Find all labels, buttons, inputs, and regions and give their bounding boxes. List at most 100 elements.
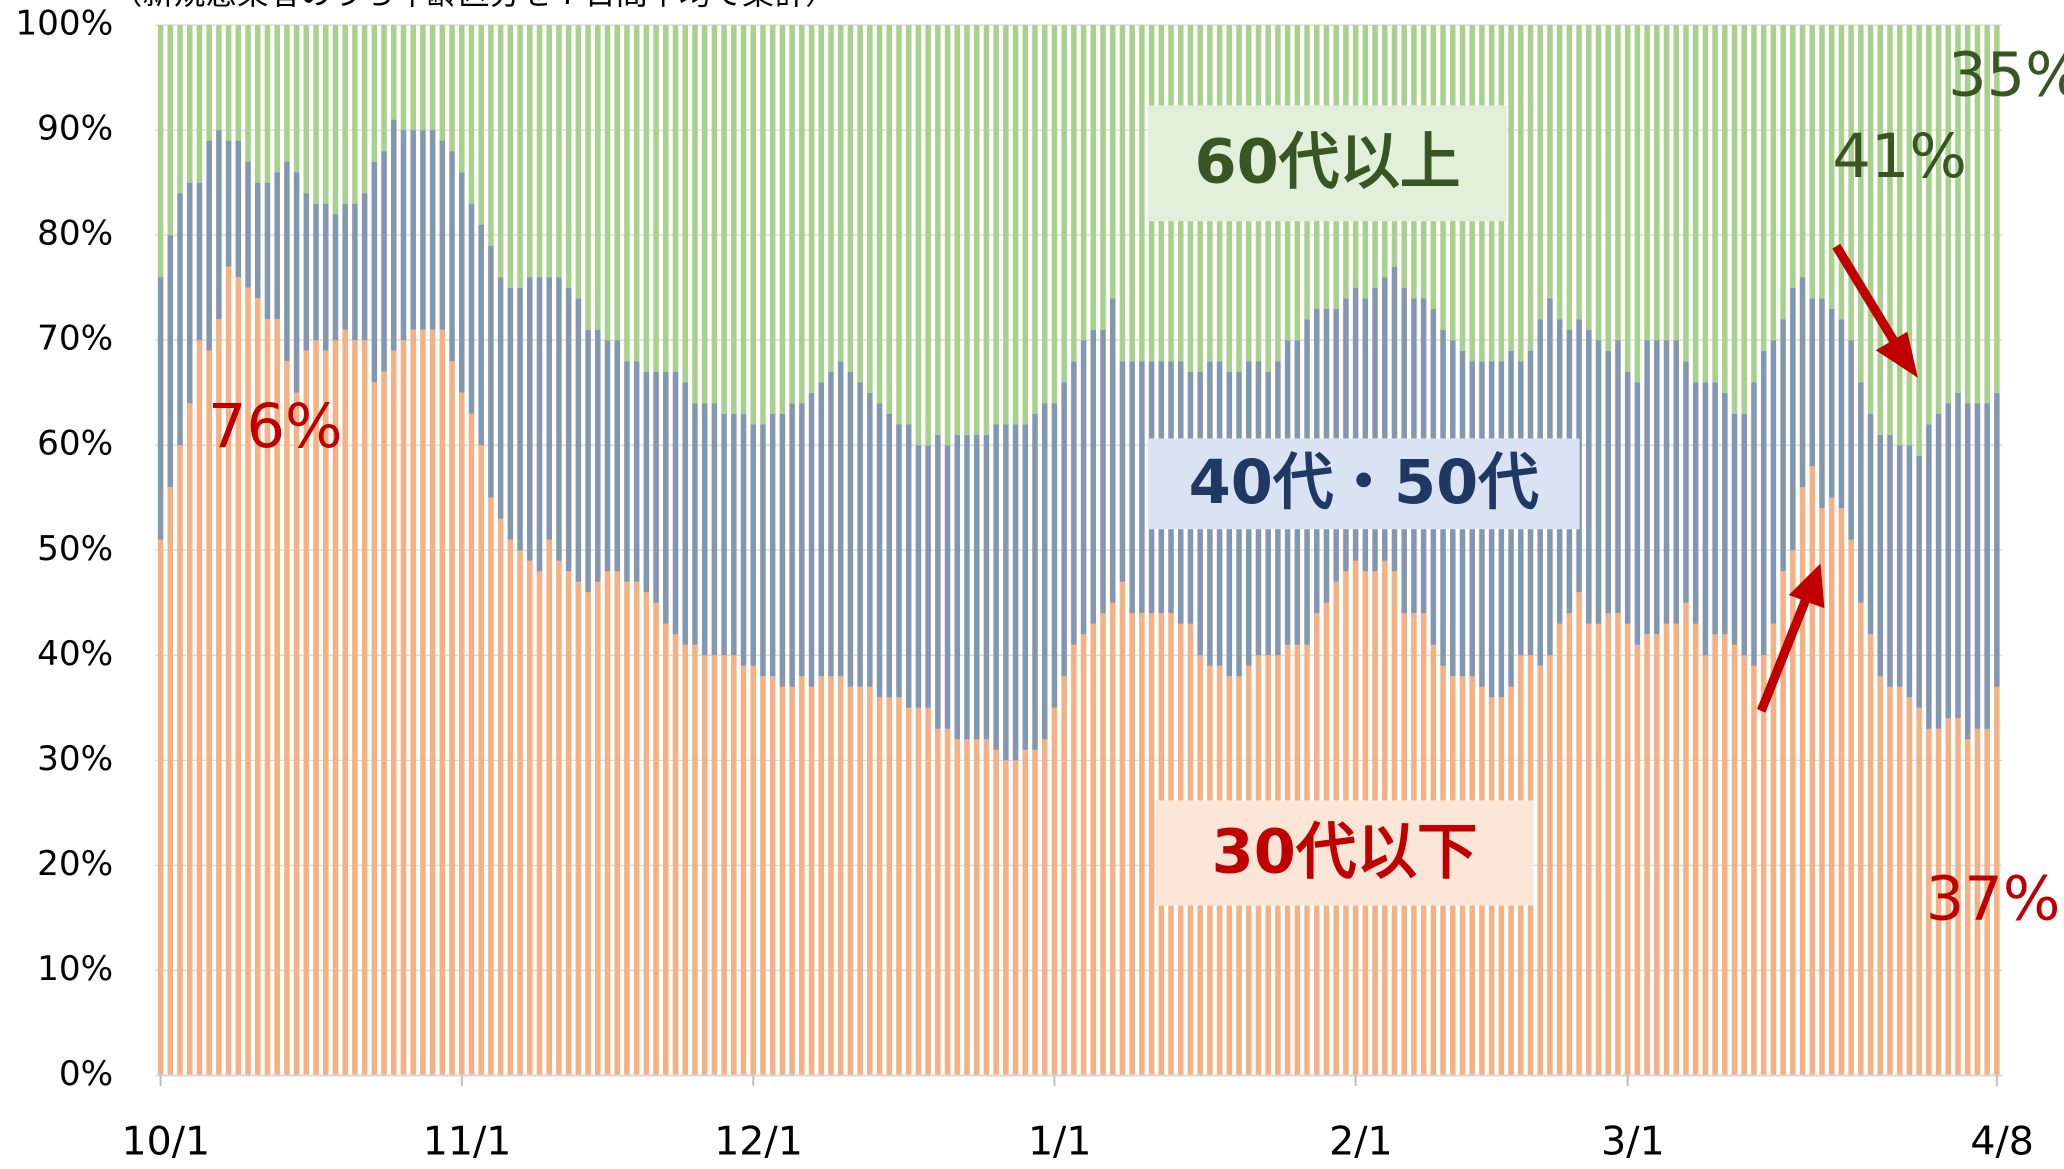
bar-segment xyxy=(1634,25,1641,383)
bar-segment xyxy=(1003,424,1009,761)
bar-segment xyxy=(468,203,475,414)
bar-segment xyxy=(284,161,290,362)
bar-segment xyxy=(352,203,358,341)
bar-segment xyxy=(1848,340,1854,540)
bar-segment xyxy=(410,130,416,330)
bar-segment xyxy=(1080,634,1087,1076)
bar-segment xyxy=(604,340,611,572)
arrow-head xyxy=(1788,563,1825,609)
bar-segment xyxy=(235,140,242,278)
bar-segment xyxy=(1547,25,1553,299)
bar-segment xyxy=(497,277,504,519)
bar-segment xyxy=(1003,760,1009,1076)
bar-segment xyxy=(1586,623,1592,1076)
bar-segment xyxy=(1770,25,1777,341)
bar-segment xyxy=(595,25,601,330)
bar-segment xyxy=(1673,25,1680,341)
bar-segment xyxy=(478,224,484,446)
bar-segment xyxy=(245,287,251,1076)
bar-segment xyxy=(1692,382,1699,624)
bar-segment xyxy=(643,371,650,593)
bar-segment xyxy=(478,445,484,1076)
bar-segment xyxy=(1760,655,1767,1076)
bar-segment xyxy=(604,571,611,1076)
bar-segment xyxy=(624,361,630,582)
bar-segment xyxy=(1382,277,1388,561)
bar-segment xyxy=(779,686,786,1076)
bar-segment xyxy=(1780,571,1786,1076)
bar-segment xyxy=(488,245,494,498)
bar-segment xyxy=(1906,697,1913,1076)
bar-segment xyxy=(876,25,883,404)
bar-segment xyxy=(663,371,669,624)
bar-segment xyxy=(779,25,786,414)
bar-segment xyxy=(760,424,766,677)
bar-segment xyxy=(993,424,999,750)
bar-segment xyxy=(876,697,883,1076)
bar-segment xyxy=(342,25,348,204)
y-tick-label: 80% xyxy=(37,214,113,254)
bar-segment xyxy=(1760,25,1767,351)
bar-segment xyxy=(1828,308,1835,498)
bar-segment xyxy=(1809,298,1816,467)
bar-segment xyxy=(1683,361,1689,603)
bar-segment xyxy=(517,25,523,288)
bar-segment xyxy=(769,676,776,1076)
bar-segment xyxy=(157,539,164,1076)
bar-segment xyxy=(293,392,300,1076)
bar-segment xyxy=(1080,340,1087,635)
bar-segment xyxy=(1945,718,1952,1076)
bar-segment xyxy=(196,25,203,183)
bar-segment xyxy=(1012,25,1019,425)
annotation: 37% xyxy=(1926,865,2061,935)
bar-segment xyxy=(177,25,183,194)
bar-segment xyxy=(973,739,980,1076)
bar-segment xyxy=(633,361,640,582)
bar-segment xyxy=(565,25,572,288)
bar-segment xyxy=(400,25,407,131)
bar-segment xyxy=(1624,371,1631,624)
bar-segment xyxy=(663,25,669,372)
bar-segment xyxy=(1722,25,1728,393)
bar-segment xyxy=(293,172,300,393)
bar-segment xyxy=(1071,644,1077,1076)
bar-segment xyxy=(264,25,271,183)
bar-segment xyxy=(1100,25,1106,330)
y-tick-label: 40% xyxy=(37,634,113,674)
bar-segment xyxy=(789,686,795,1076)
bar-segment xyxy=(439,140,446,330)
bar-segment xyxy=(1964,739,1971,1076)
bar-segment xyxy=(1935,25,1942,414)
bar-segment xyxy=(391,25,397,120)
bar-segment xyxy=(400,130,407,341)
bar-segment xyxy=(1051,403,1058,708)
bar-segment xyxy=(361,340,368,1076)
bar-segment xyxy=(896,25,902,425)
bar-segment xyxy=(595,581,601,1076)
bar-segment xyxy=(1090,25,1097,330)
bar-segment xyxy=(896,697,902,1076)
y-tick-label: 100% xyxy=(15,4,113,44)
bar-segment xyxy=(216,319,222,1076)
bar-segment xyxy=(1751,665,1757,1076)
bar-segment xyxy=(225,140,232,267)
bar-segment xyxy=(740,665,747,1076)
bar-segment xyxy=(1556,623,1563,1076)
bar-segment xyxy=(478,25,484,225)
bar-segment xyxy=(1780,319,1786,572)
bar-segment xyxy=(867,392,873,687)
bar-segment xyxy=(1945,25,1952,404)
bar-segment xyxy=(847,686,854,1076)
bar-segment xyxy=(1780,25,1786,320)
bar-segment xyxy=(1935,728,1942,1076)
bar-segment xyxy=(1537,665,1543,1076)
bar-segment xyxy=(1741,25,1748,414)
bar-segment xyxy=(1595,340,1602,624)
bar-segment xyxy=(507,539,514,1076)
bar-segment xyxy=(313,25,319,204)
bar-segment xyxy=(420,25,426,131)
bar-segment xyxy=(721,655,727,1076)
y-tick-label: 30% xyxy=(37,739,113,779)
bar-segment xyxy=(1654,340,1660,635)
series-label-box xyxy=(1147,105,1508,222)
